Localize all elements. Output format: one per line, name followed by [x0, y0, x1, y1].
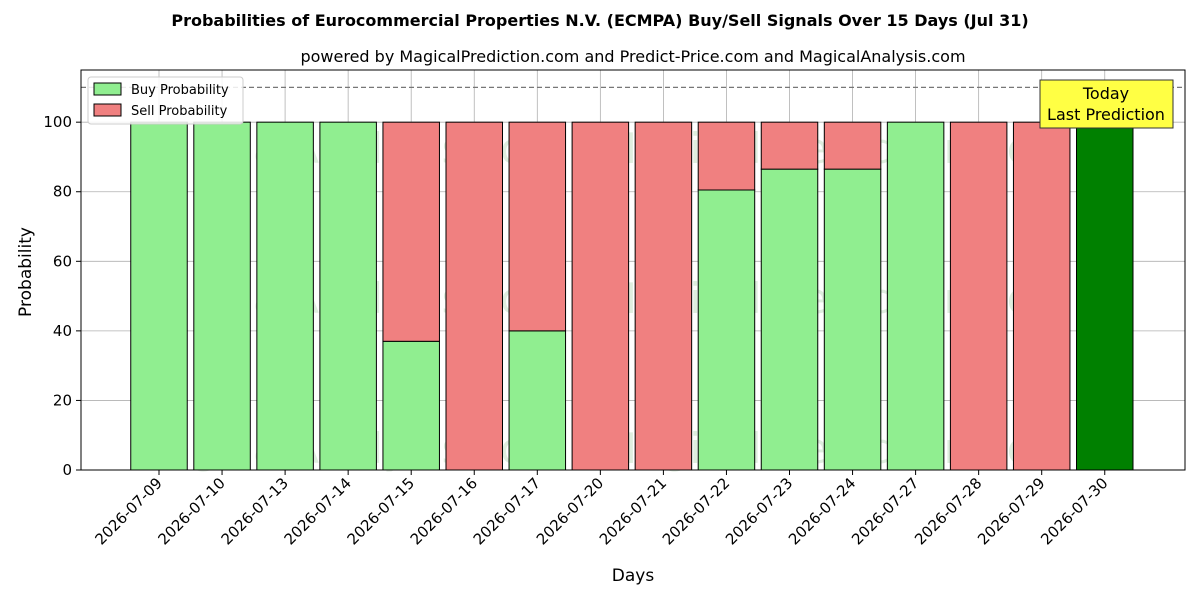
y-axis: 0 20 40 60 80 100 — [43, 113, 81, 479]
x-tick-label-0: 2026-07-09 — [91, 474, 165, 548]
x-tick-label-13: 2026-07-28 — [911, 474, 985, 548]
today-box — [1039, 79, 1174, 129]
y-tick-label-4: 80 — [53, 183, 72, 201]
bar-buy-2026-07-14 — [319, 121, 377, 471]
bar-buy-2026-07-23 — [760, 168, 819, 471]
x-tick-label-15: 2026-07-30 — [1037, 474, 1111, 548]
x-tick-label-7: 2026-07-20 — [533, 474, 607, 548]
bar-buy-2026-07-09 — [130, 121, 188, 471]
bar-sell-2026-07-29 — [1012, 121, 1071, 471]
legend-swatch-1 — [93, 103, 122, 117]
y-tick-label-3: 60 — [53, 252, 72, 270]
x-tick-label-5: 2026-07-16 — [407, 474, 481, 548]
bar-buy-2026-07-17 — [508, 330, 567, 471]
bar-sell-2026-07-28 — [949, 121, 1008, 471]
x-tick-label-14: 2026-07-29 — [974, 474, 1048, 548]
bar-sell-2026-07-16 — [445, 121, 503, 471]
x-tick-label-2: 2026-07-13 — [218, 474, 292, 548]
bar-buy-2026-07-30 — [1076, 121, 1134, 471]
x-tick-label-6: 2026-07-17 — [470, 474, 544, 548]
y-tick-label-1: 20 — [53, 391, 72, 409]
legend-swatch-0 — [93, 82, 122, 96]
x-tick-label-4: 2026-07-15 — [344, 474, 418, 548]
bar-sell-2026-07-15 — [382, 121, 440, 342]
bar-buy-2026-07-27 — [886, 121, 945, 471]
legend-label-1: Sell Probability — [131, 104, 228, 119]
x-tick-label-12: 2026-07-27 — [848, 474, 922, 548]
bar-sell-2026-07-24 — [823, 121, 882, 170]
bar-buy-2026-07-24 — [823, 168, 882, 471]
x-tick-label-11: 2026-07-24 — [785, 474, 859, 548]
y-tick-label-2: 40 — [53, 322, 72, 340]
x-tick-label-10: 2026-07-23 — [722, 474, 796, 548]
x-tick-label-1: 2026-07-10 — [154, 474, 228, 548]
bars — [130, 121, 1134, 471]
today-annotation: Today Last Prediction — [1039, 79, 1174, 129]
x-tick-label-8: 2026-07-21 — [596, 474, 670, 548]
bar-sell-2026-07-20 — [571, 121, 630, 471]
bar-buy-2026-07-13 — [256, 121, 314, 471]
bar-buy-2026-07-10 — [193, 121, 251, 471]
y-axis-label: Probability — [16, 227, 36, 317]
bar-sell-2026-07-23 — [760, 121, 819, 170]
x-axis: 2026-07-092026-07-102026-07-132026-07-14… — [91, 470, 1112, 548]
today-text-1: Last Prediction — [1047, 105, 1165, 124]
bar-buy-2026-07-22 — [697, 189, 756, 471]
x-tick-label-9: 2026-07-22 — [659, 474, 733, 548]
x-axis-label: Days — [612, 566, 655, 586]
legend-box — [87, 76, 244, 125]
chart-subtitle: powered by MagicalPrediction.com and Pre… — [300, 47, 965, 66]
legend-label-0: Buy Probability — [131, 83, 229, 98]
x-tick-label-3: 2026-07-14 — [281, 474, 355, 548]
bar-sell-2026-07-22 — [697, 121, 756, 191]
bar-sell-2026-07-21 — [634, 121, 693, 471]
y-tick-label-0: 0 — [62, 461, 72, 479]
today-text-0: Today — [1082, 84, 1129, 103]
chart-title: Probabilities of Eurocommercial Properti… — [171, 11, 1028, 30]
bar-buy-2026-07-15 — [382, 340, 440, 471]
plot-frame — [80, 69, 1186, 471]
y-tick-label-5: 100 — [43, 113, 72, 131]
bar-sell-2026-07-17 — [508, 121, 567, 332]
legend: Buy Probability Sell Probability — [87, 76, 244, 125]
